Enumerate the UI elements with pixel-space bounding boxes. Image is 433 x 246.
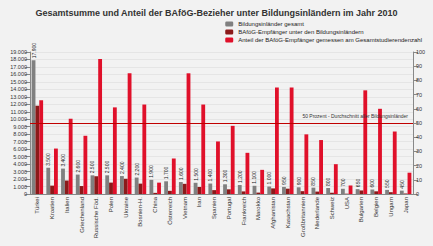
svg-text:0: 0 xyxy=(24,191,27,197)
svg-text:Türkei: Türkei xyxy=(34,197,40,214)
svg-text:50 Prozent - Durchschnitt alle: 50 Prozent - Durchschnitt aller Bildungs… xyxy=(302,113,408,119)
svg-text:15.000: 15.000 xyxy=(10,79,27,85)
svg-text:50: 50 xyxy=(416,120,422,126)
svg-text:Italien: Italien xyxy=(64,197,70,213)
svg-text:2.500: 2.500 xyxy=(104,161,110,174)
svg-text:800: 800 xyxy=(325,177,331,186)
svg-text:1.900: 1.900 xyxy=(148,165,154,178)
svg-text:Marokko: Marokko xyxy=(255,196,261,220)
svg-text:550: 550 xyxy=(384,179,390,188)
svg-text:13.000: 13.000 xyxy=(10,94,27,100)
svg-text:Spanien: Spanien xyxy=(211,197,217,219)
svg-text:2.500: 2.500 xyxy=(89,161,95,174)
svg-text:Niederlande: Niederlande xyxy=(314,196,320,229)
svg-text:70: 70 xyxy=(416,92,422,98)
svg-text:2.200: 2.200 xyxy=(134,163,140,176)
svg-text:40: 40 xyxy=(416,134,422,140)
svg-text:90: 90 xyxy=(416,63,422,69)
svg-text:600: 600 xyxy=(369,179,375,188)
svg-text:10.000: 10.000 xyxy=(10,116,27,122)
svg-text:Großbritannien: Großbritannien xyxy=(300,197,306,237)
svg-text:Vietnam: Vietnam xyxy=(182,197,188,219)
svg-text:1.400: 1.400 xyxy=(207,169,213,182)
svg-text:3.000: 3.000 xyxy=(13,169,27,175)
svg-text:Belgien: Belgien xyxy=(373,197,379,217)
svg-text:950: 950 xyxy=(281,176,287,185)
svg-text:7.000: 7.000 xyxy=(13,139,27,145)
svg-text:17.000: 17.000 xyxy=(10,64,27,70)
svg-text:Bildungsinländer gesamt: Bildungsinländer gesamt xyxy=(238,21,304,27)
svg-text:Russische Föd.: Russische Föd. xyxy=(93,197,99,239)
svg-text:1.100: 1.100 xyxy=(251,171,257,184)
svg-text:Polen: Polen xyxy=(108,197,114,212)
svg-text:2.000: 2.000 xyxy=(13,176,27,182)
svg-text:0: 0 xyxy=(416,191,419,197)
svg-text:1.000: 1.000 xyxy=(13,184,27,190)
svg-text:3.500: 3.500 xyxy=(45,153,51,166)
svg-text:30: 30 xyxy=(416,148,422,154)
svg-text:80: 80 xyxy=(416,77,422,83)
svg-text:1.200: 1.200 xyxy=(237,170,243,183)
svg-text:Österreich: Österreich xyxy=(167,197,173,225)
svg-text:700: 700 xyxy=(340,178,346,187)
svg-text:Ungarn: Ungarn xyxy=(388,197,394,217)
svg-text:850: 850 xyxy=(310,177,316,186)
svg-text:Portugal: Portugal xyxy=(226,197,232,219)
svg-text:650: 650 xyxy=(355,179,361,188)
svg-text:Bosnien-H.: Bosnien-H. xyxy=(137,197,143,227)
svg-text:10: 10 xyxy=(416,177,422,183)
svg-text:Frankreich: Frankreich xyxy=(241,197,247,225)
svg-text:Kroatien: Kroatien xyxy=(49,197,55,219)
svg-text:900: 900 xyxy=(296,177,302,186)
svg-text:9.000: 9.000 xyxy=(13,124,27,130)
svg-text:Gesamtsumme und Anteil der BAf: Gesamtsumme und Anteil der BAföG-Beziehe… xyxy=(35,8,397,18)
svg-text:Schweiz: Schweiz xyxy=(329,197,335,219)
svg-text:1.600: 1.600 xyxy=(178,167,184,180)
svg-text:16.000: 16.000 xyxy=(10,71,27,77)
svg-text:Kasachstan: Kasachstan xyxy=(285,197,291,228)
svg-text:USA: USA xyxy=(344,197,350,209)
svg-text:1.000: 1.000 xyxy=(266,172,272,185)
svg-text:12.000: 12.000 xyxy=(10,101,27,107)
svg-text:2.600: 2.600 xyxy=(75,160,81,173)
svg-text:China: China xyxy=(152,196,158,212)
svg-text:Ukraine: Ukraine xyxy=(123,196,129,217)
svg-text:Japan: Japan xyxy=(403,197,409,213)
svg-text:6.000: 6.000 xyxy=(13,146,27,152)
svg-text:1.300: 1.300 xyxy=(222,170,228,183)
svg-text:Anteil der BAföG-Empfänger gem: Anteil der BAföG-Empfänger gemessen am G… xyxy=(238,37,422,43)
svg-text:18.000: 18.000 xyxy=(10,56,27,62)
svg-text:17.900: 17.900 xyxy=(31,43,37,59)
svg-text:Iran: Iran xyxy=(196,197,202,207)
svg-text:2.400: 2.400 xyxy=(119,161,125,174)
svg-text:1.700: 1.700 xyxy=(163,167,169,180)
svg-text:100: 100 xyxy=(416,49,425,55)
svg-text:Griechenland: Griechenland xyxy=(79,197,85,233)
svg-text:3.400: 3.400 xyxy=(60,154,66,167)
svg-text:Afghanistan: Afghanistan xyxy=(270,197,276,229)
svg-text:19.000: 19.000 xyxy=(10,49,27,55)
svg-text:8.000: 8.000 xyxy=(13,131,27,137)
svg-text:60: 60 xyxy=(416,106,422,112)
svg-text:450: 450 xyxy=(399,180,405,189)
svg-text:Bulgarien: Bulgarien xyxy=(358,197,364,222)
svg-text:14.000: 14.000 xyxy=(10,86,27,92)
svg-text:11.000: 11.000 xyxy=(11,109,27,115)
svg-text:4.000: 4.000 xyxy=(13,161,27,167)
svg-text:1.500: 1.500 xyxy=(193,168,199,181)
svg-text:5.000: 5.000 xyxy=(13,154,27,160)
svg-text:BAföG-Empfänger unter den Bild: BAföG-Empfänger unter den Bildungsinländ… xyxy=(238,29,363,35)
svg-text:20: 20 xyxy=(416,163,422,169)
